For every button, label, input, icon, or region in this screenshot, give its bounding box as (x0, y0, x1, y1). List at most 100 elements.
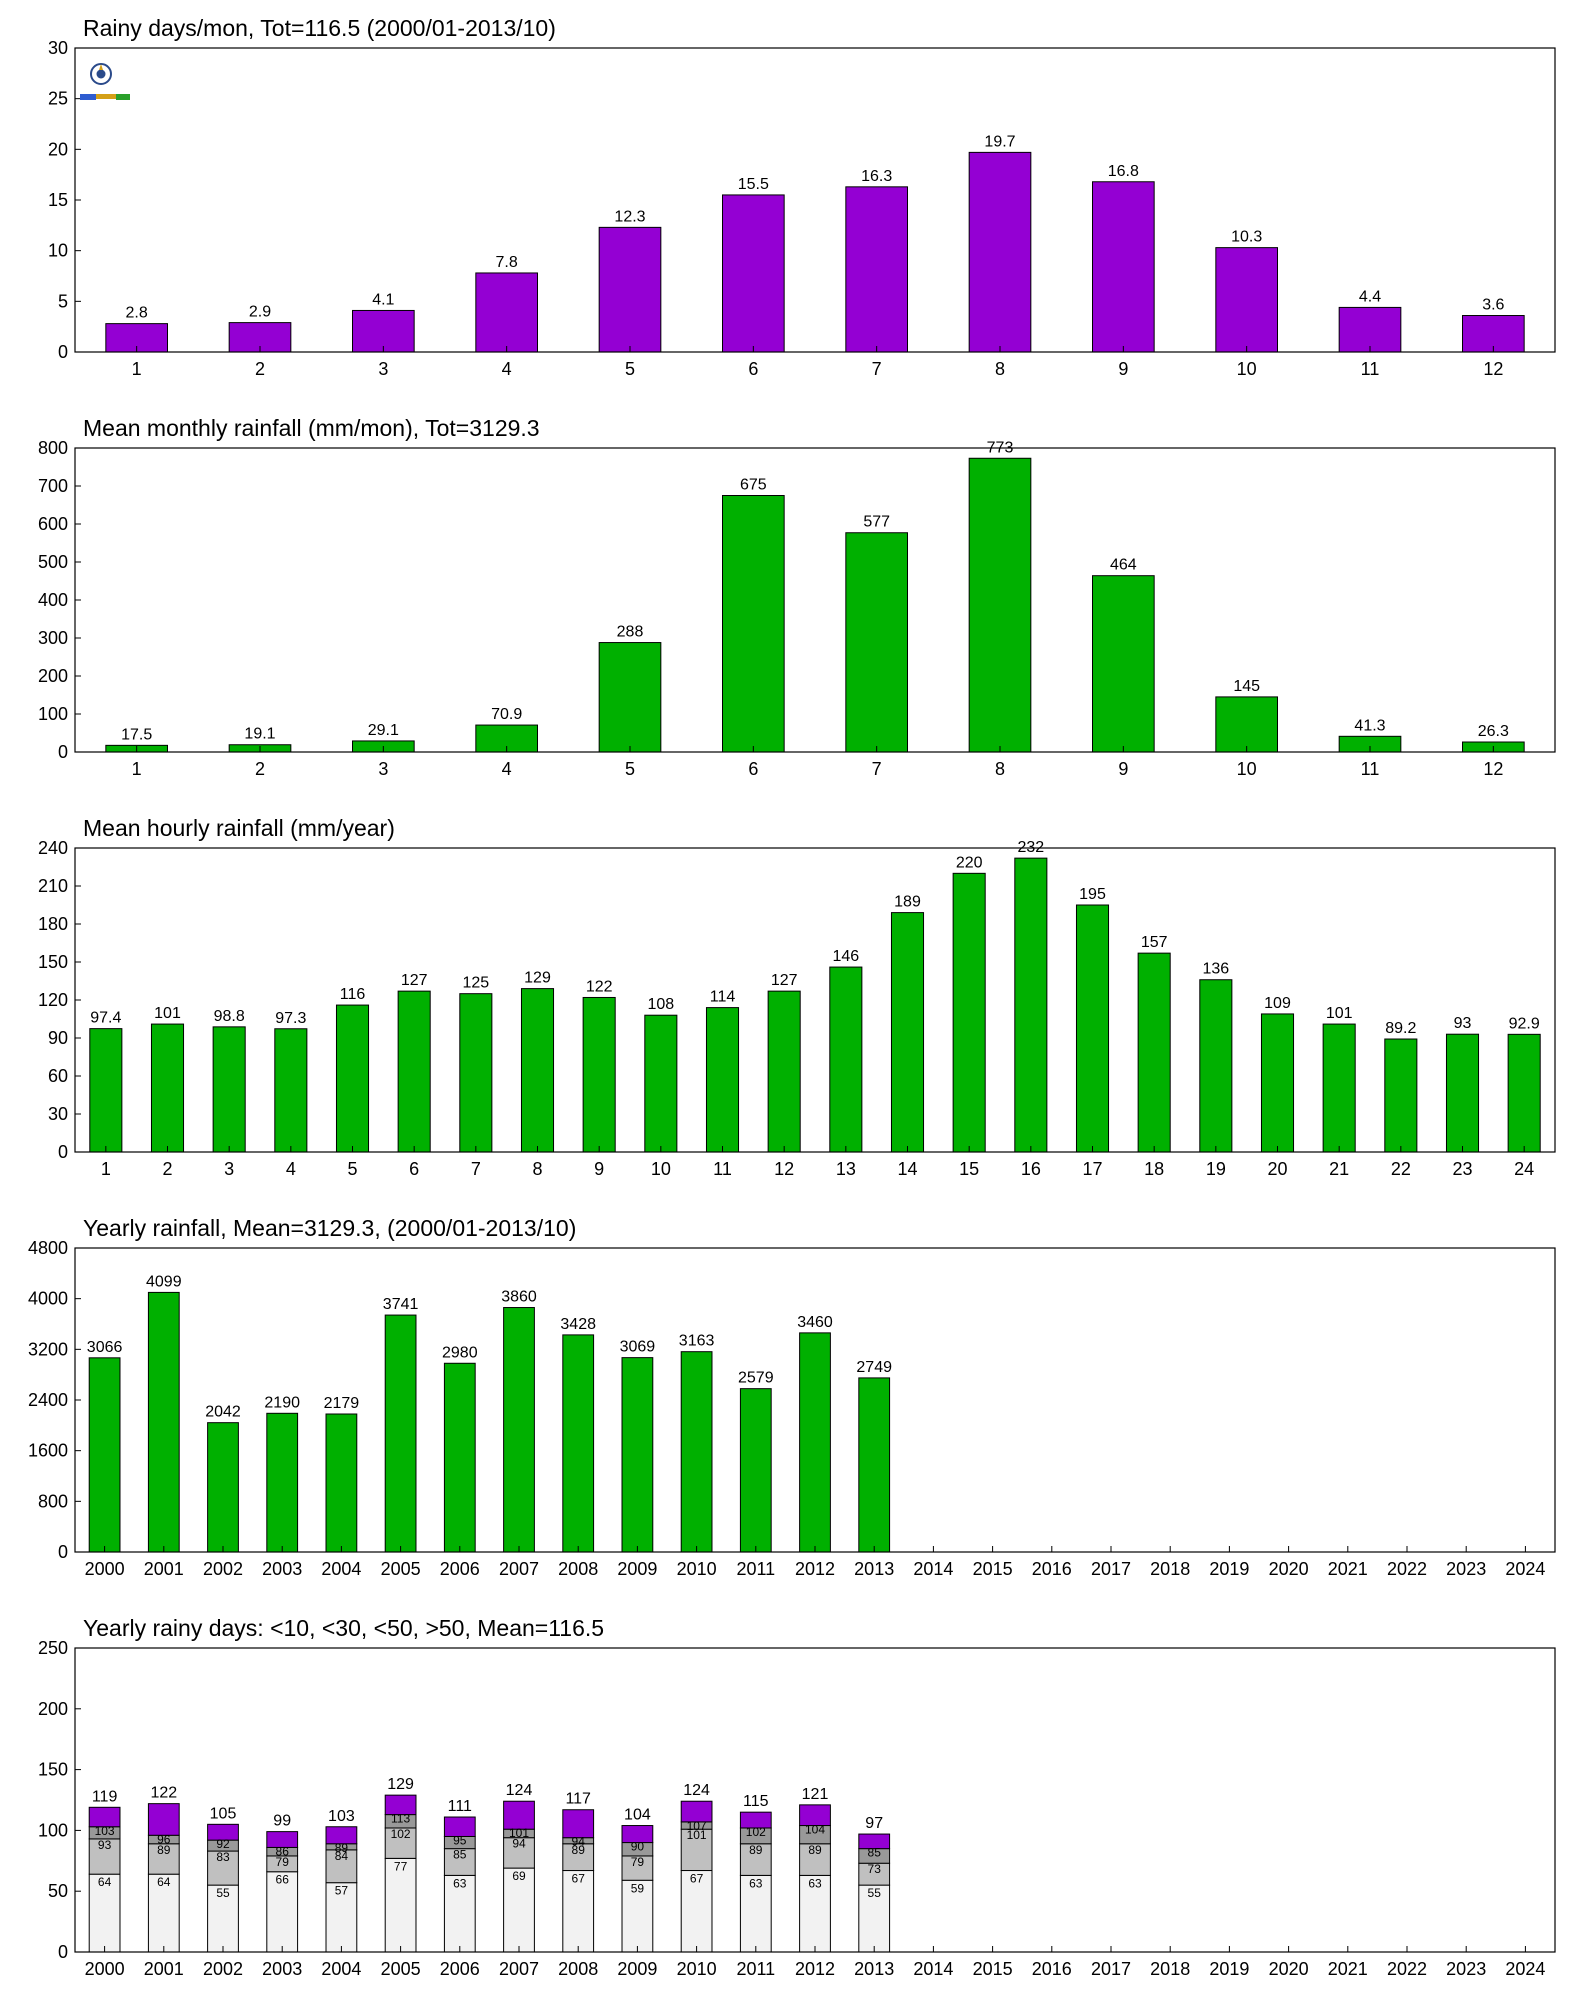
data-label-7: 16.3 (861, 168, 892, 185)
data-label-2009: 104 (624, 1807, 651, 1824)
x-tick-label-2008: 2008 (558, 1959, 598, 1979)
data-label-2: 101 (154, 1005, 181, 1022)
data-label-2000: 3066 (87, 1339, 123, 1356)
segment-label-lt50-2004: 89 (335, 1841, 349, 1855)
x-tick-label-12: 12 (774, 1159, 794, 1179)
x-tick-label-3: 3 (378, 359, 388, 379)
data-label-2010: 124 (683, 1782, 710, 1799)
x-tick-label-2013: 2013 (854, 1559, 894, 1579)
data-label-2012: 121 (802, 1786, 829, 1803)
x-tick-label-3: 3 (224, 1159, 234, 1179)
data-label-2007: 124 (506, 1782, 533, 1799)
x-tick-label-5: 5 (625, 359, 635, 379)
data-label-6: 15.5 (738, 176, 769, 193)
chart-title: Yearly rainfall, Mean=3129.3, (2000/01-2… (83, 1215, 576, 1241)
data-label-12: 3.6 (1482, 297, 1504, 314)
y-tick-label: 400 (38, 590, 68, 610)
bar-6 (397, 990, 431, 1153)
data-label-5: 12.3 (614, 208, 645, 225)
y-tick-label: 180 (38, 914, 68, 934)
x-tick-label-2: 2 (255, 359, 265, 379)
segment-label-lt10-2007: 69 (512, 1869, 526, 1883)
x-tick-label-2007: 2007 (499, 1559, 539, 1579)
data-label-8: 19.7 (984, 133, 1015, 150)
bar-segment-gt50-2013 (858, 1833, 891, 1850)
x-tick-label-12: 12 (1483, 359, 1503, 379)
y-tick-label: 25 (48, 89, 68, 109)
segment-label-lt30-2007: 94 (512, 1837, 526, 1851)
x-tick-label-9: 9 (1118, 759, 1128, 779)
bar-segment-gt50-2002 (207, 1823, 239, 1841)
y-tick-label: 20 (48, 139, 68, 159)
x-tick-label-2020: 2020 (1269, 1559, 1309, 1579)
x-tick-label-2018: 2018 (1150, 1559, 1190, 1579)
data-label-2008: 117 (565, 1791, 591, 1808)
data-label-3: 98.8 (214, 1008, 245, 1025)
data-label-2013: 2749 (856, 1359, 892, 1376)
x-tick-label-1: 1 (132, 759, 142, 779)
bar-9 (1092, 575, 1155, 753)
y-tick-label: 4000 (28, 1289, 68, 1309)
bar-segment-lt10-2009 (621, 1879, 654, 1953)
bar-15 (952, 872, 986, 1153)
y-tick-label: 10 (48, 241, 68, 261)
x-tick-label-2011: 2011 (736, 1559, 775, 1579)
x-tick-label-2024: 2024 (1505, 1959, 1545, 1979)
y-tick-label: 4800 (28, 1238, 68, 1258)
x-tick-label-7: 7 (471, 1159, 481, 1179)
x-tick-label-6: 6 (748, 359, 758, 379)
segment-label-lt10-2012: 63 (808, 1876, 822, 1890)
y-tick-label: 800 (38, 438, 68, 458)
data-label-2008: 3428 (560, 1316, 596, 1333)
x-tick-label-2012: 2012 (795, 1959, 835, 1979)
x-tick-label-2024: 2024 (1505, 1559, 1545, 1579)
bar-2000 (88, 1357, 121, 1553)
x-tick-label-21: 21 (1329, 1159, 1349, 1179)
x-tick-label-14: 14 (897, 1159, 917, 1179)
data-label-2003: 99 (273, 1813, 291, 1830)
segment-label-lt30-2003: 79 (276, 1855, 290, 1869)
segment-label-lt30-2013: 73 (868, 1862, 882, 1876)
bar-9 (582, 996, 616, 1153)
segment-label-lt30-2006: 85 (453, 1848, 467, 1862)
data-label-15: 220 (956, 854, 983, 871)
x-tick-label-18: 18 (1144, 1159, 1164, 1179)
data-label-22: 89.2 (1385, 1020, 1416, 1037)
segment-label-lt10-2004: 57 (335, 1884, 349, 1898)
x-tick-label-2009: 2009 (617, 1559, 657, 1579)
y-tick-label: 200 (38, 1699, 68, 1719)
y-tick-label: 150 (38, 952, 68, 972)
segment-label-lt50-2011: 102 (746, 1825, 766, 1839)
data-label-2009: 3069 (620, 1339, 656, 1356)
data-label-2006: 2980 (442, 1344, 478, 1361)
x-tick-label-2015: 2015 (973, 1959, 1013, 1979)
data-label-1: 97.4 (90, 1010, 121, 1027)
bar-2 (150, 1023, 185, 1153)
chart-panel-4: 3066 4099 2042 2190 2179 3741 2980 3860 3428 3069… (28, 1215, 1556, 1579)
data-label-2001: 4099 (146, 1273, 182, 1290)
y-tick-label: 0 (58, 742, 68, 762)
x-tick-label-2021: 2021 (1328, 1559, 1368, 1579)
y-tick-label: 3200 (28, 1339, 68, 1359)
bar-2005 (384, 1314, 417, 1553)
segment-label-lt50-2008: 94 (572, 1835, 586, 1849)
segment-label-lt50-2010: 107 (687, 1819, 707, 1833)
segment-label-lt50-2009: 90 (631, 1840, 645, 1854)
x-tick-label-9: 9 (594, 1159, 604, 1179)
x-tick-label-2006: 2006 (440, 1959, 480, 1979)
bar-4 (475, 272, 538, 353)
bar-17 (1075, 904, 1110, 1153)
bar-2010 (680, 1351, 713, 1553)
x-tick-label-11: 11 (1361, 759, 1380, 779)
bar-7 (845, 532, 909, 753)
bar-segment-gt50-2006 (443, 1816, 476, 1837)
bar-segment-gt50-2009 (621, 1825, 654, 1844)
data-label-9: 464 (1110, 557, 1137, 574)
bar-segment-gt50-2011 (739, 1811, 772, 1829)
data-label-10: 108 (647, 996, 674, 1013)
bar-11 (705, 1007, 740, 1153)
x-tick-label-17: 17 (1082, 1159, 1102, 1179)
chart-title: Mean hourly rainfall (mm/year) (83, 815, 395, 841)
bar-segment-gt50-2000 (88, 1806, 121, 1828)
data-label-10: 145 (1233, 678, 1260, 695)
